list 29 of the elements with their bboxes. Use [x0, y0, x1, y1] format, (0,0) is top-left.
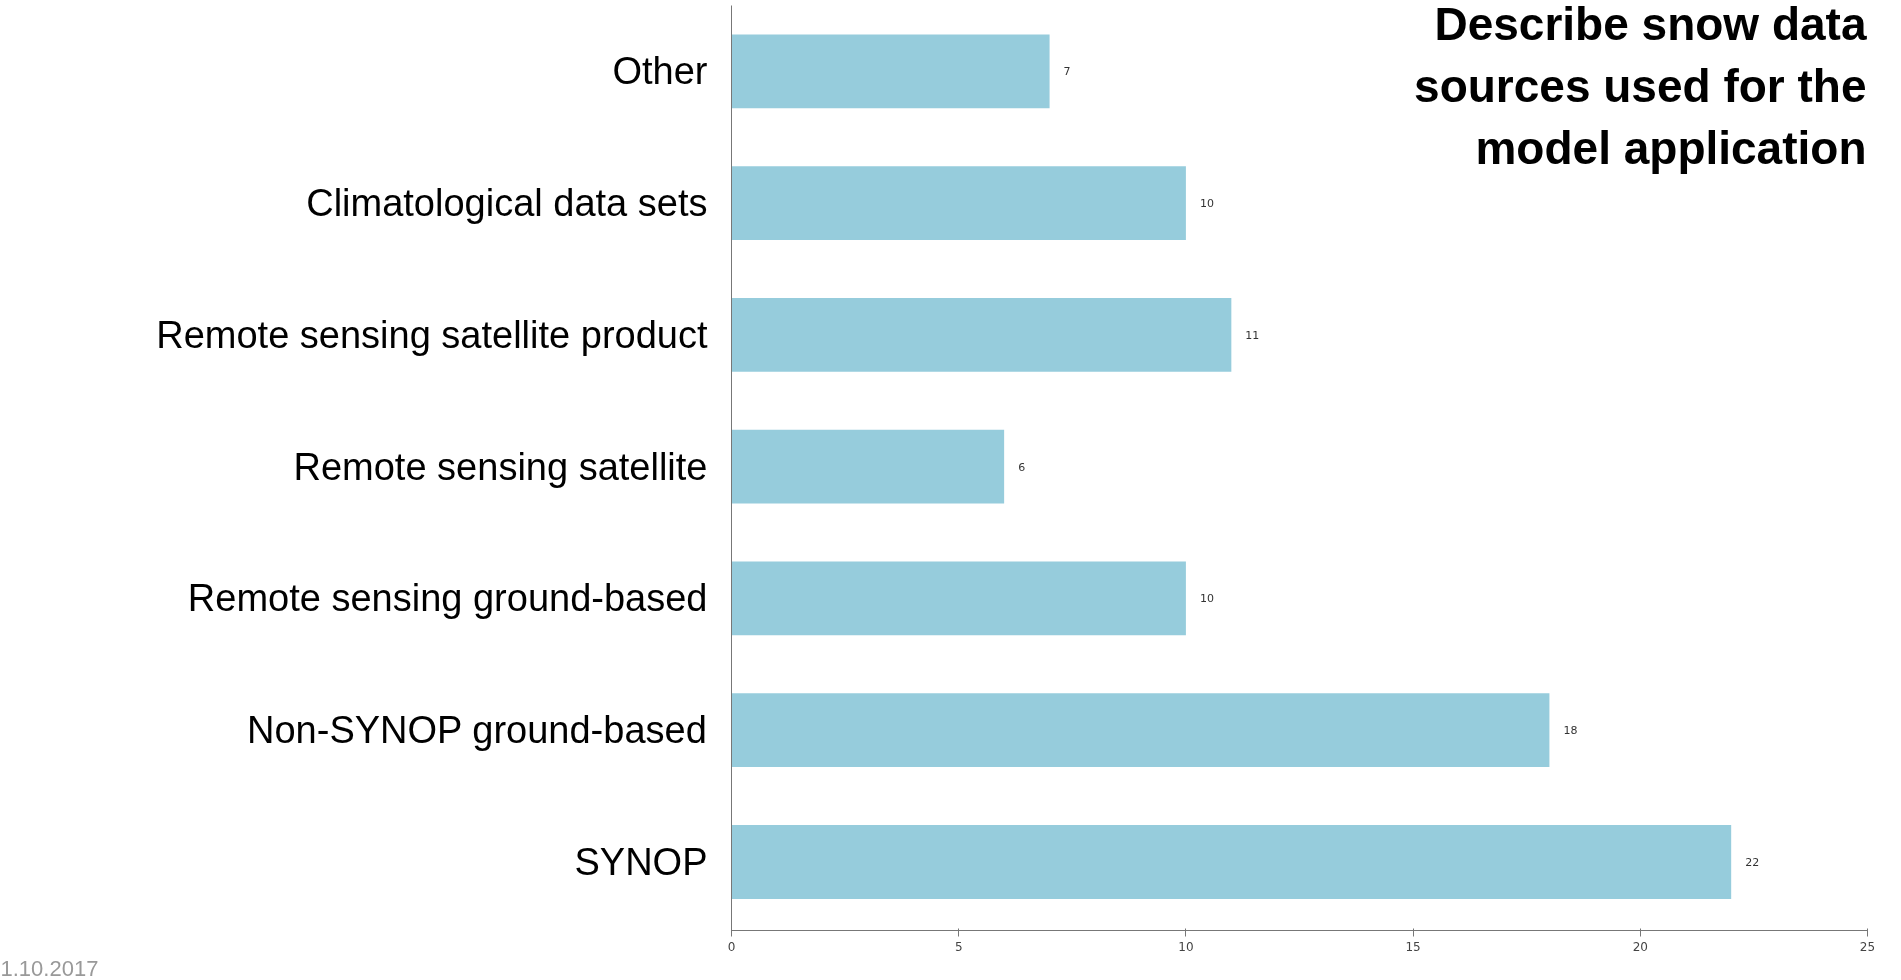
bar: [731, 429, 1005, 504]
data-label: 18: [1563, 724, 1578, 738]
x-tick-label: 25: [1859, 939, 1876, 954]
x-tick-label: 15: [1405, 939, 1421, 954]
data-label: 22: [1745, 855, 1760, 869]
data-label: 7: [1063, 65, 1071, 79]
bar: [731, 825, 1732, 899]
x-tick-label: 5: [954, 939, 963, 954]
bar: [731, 561, 1186, 636]
text: 1.10.2017: [0, 955, 99, 980]
text: Describe snow data sources used for the model application: [1414, 0, 1867, 175]
y-tick-label: Remote sensing satellite: [293, 445, 708, 488]
data-label: 10: [1199, 197, 1214, 211]
bar: [731, 298, 1232, 372]
bar: [731, 693, 1550, 768]
y-tick-label: Remote sensing satellite product: [156, 313, 708, 356]
y-tick-label: SYNOP: [574, 840, 708, 883]
bar: [731, 34, 1050, 109]
y-tick-label: Other: [612, 50, 708, 93]
data-label: 10: [1199, 592, 1214, 606]
x-tick-label: 20: [1632, 939, 1648, 954]
y-tick-label: Non-SYNOP ground-based: [247, 709, 707, 752]
data-label: 11: [1245, 328, 1260, 342]
y-tick-label: Remote sensing ground-based: [187, 577, 708, 620]
x-tick-label: 10: [1178, 939, 1194, 954]
data-label: 6: [1018, 460, 1026, 474]
x-tick-label: 0: [727, 939, 736, 954]
bar: [731, 166, 1186, 241]
y-tick-label: Climatological data sets: [306, 182, 708, 225]
